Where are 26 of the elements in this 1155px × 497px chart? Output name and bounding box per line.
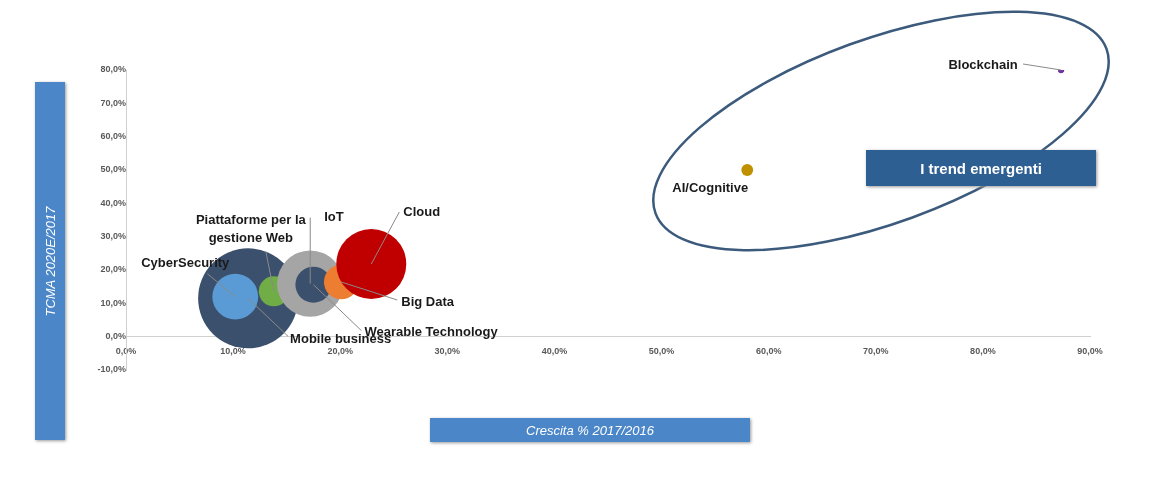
x-tick-label: 10,0% — [220, 345, 246, 356]
y-tick-label: 0,0% — [105, 331, 126, 342]
text: Big Data — [401, 293, 455, 309]
series-label: AI/Cognitive — [672, 179, 749, 195]
y-tick-label: 20,0% — [100, 264, 126, 275]
text: IoT — [324, 209, 344, 225]
y-tick-label: 80,0% — [100, 64, 126, 75]
x-tick-label: 90,0% — [1077, 345, 1103, 356]
text: Blockchain — [948, 56, 1018, 72]
series-label: Cloud — [403, 203, 441, 219]
y-tick-label: -10,0% — [97, 364, 126, 375]
text: Piattaforme per la gestione Web — [195, 211, 307, 245]
x-tick-label: 70,0% — [863, 345, 889, 356]
x-tick-label: 80,0% — [970, 345, 996, 356]
x-tick-label: 50,0% — [648, 345, 675, 356]
y-tick-label: 10,0% — [100, 297, 126, 308]
y-tick-label: 70,0% — [100, 97, 126, 108]
y-tick-label: 60,0% — [100, 131, 126, 142]
y-tick-label: 50,0% — [100, 164, 126, 175]
x-tick-label: 40,0% — [541, 345, 568, 356]
y-tick-label: 40,0% — [100, 197, 126, 208]
x-tick-label: 30,0% — [434, 345, 461, 356]
x-tick-label: 20,0% — [327, 345, 353, 356]
y-axis-title: TCMA 2020E/2017 — [42, 205, 58, 317]
y-tick-label: 30,0% — [100, 231, 126, 242]
x-tick-label: 60,0% — [755, 345, 782, 356]
